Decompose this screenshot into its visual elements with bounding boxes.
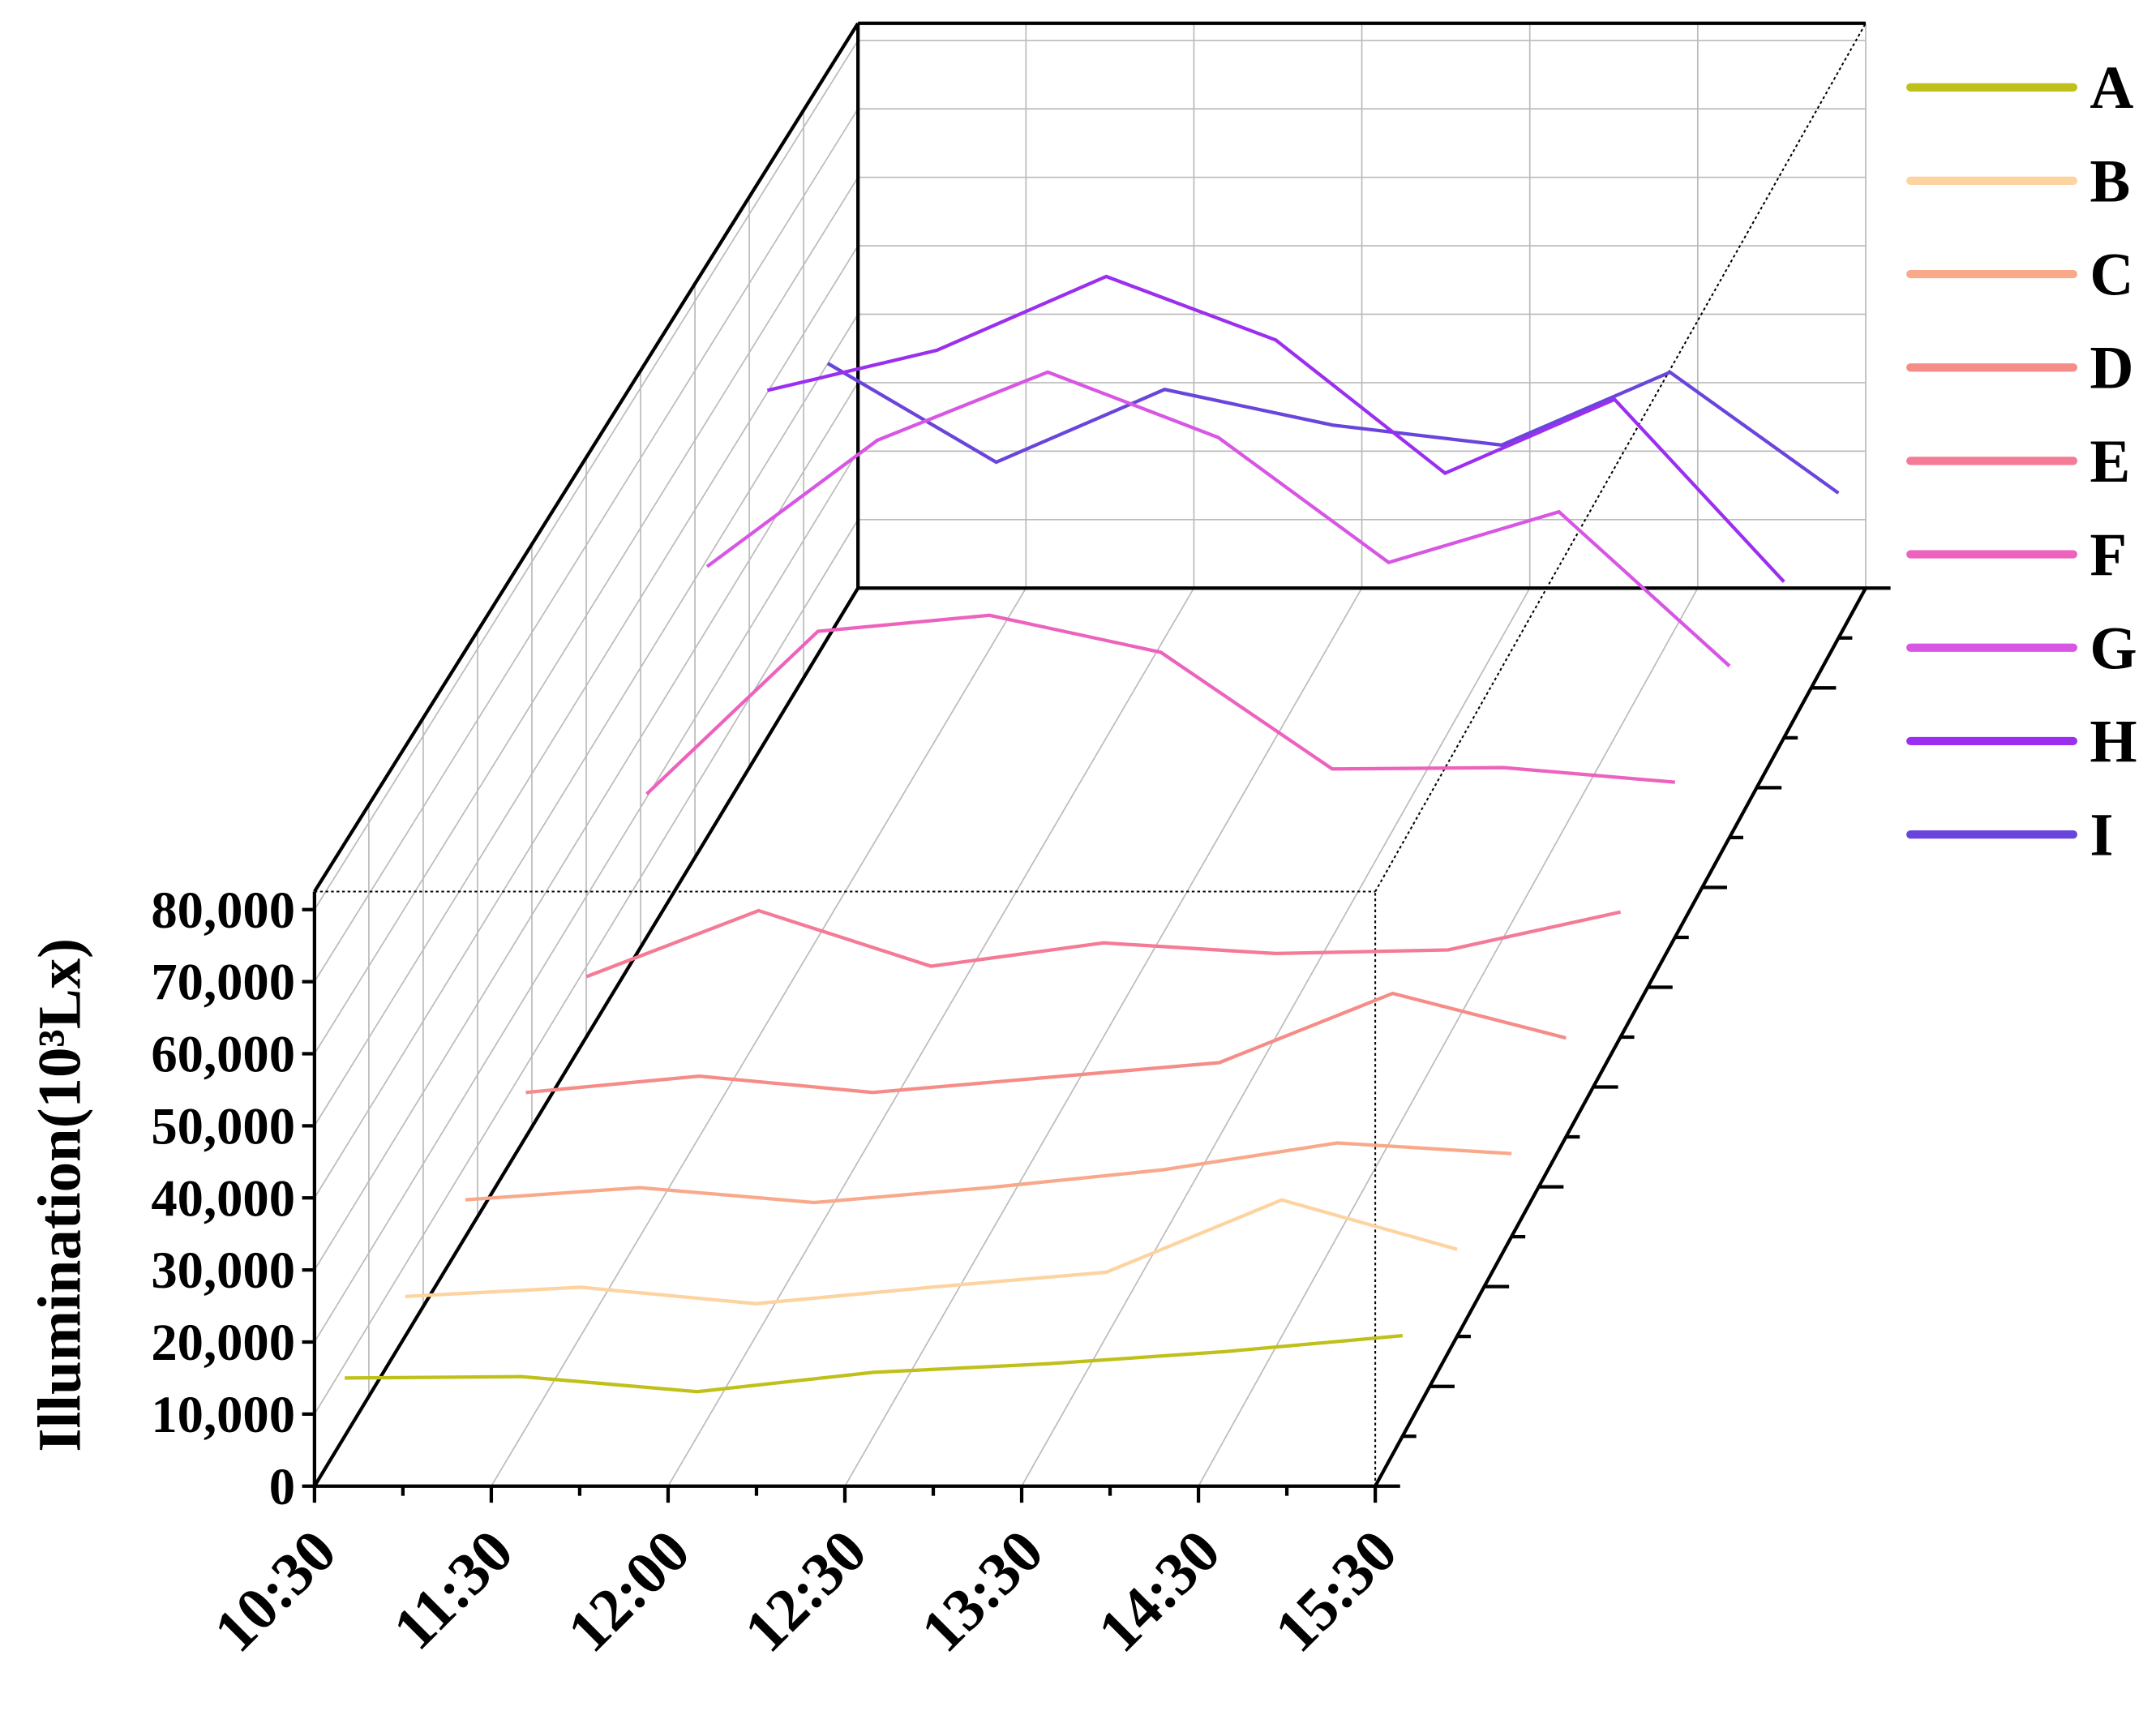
series-line: [705, 370, 1731, 667]
floor-grid-line: [667, 587, 1195, 1487]
legend-label: D: [2090, 335, 2133, 402]
legend-label: H: [2090, 708, 2137, 775]
box-edge: [1374, 23, 1867, 893]
floor-grid-line: [1198, 587, 1699, 1487]
x-tick-label: 15:30: [1262, 1517, 1410, 1665]
legend-label: I: [2090, 802, 2113, 869]
series-line: [645, 613, 1675, 795]
y-tick-label: 40,000: [151, 1168, 295, 1227]
series-line: [766, 274, 1785, 583]
y-tick-label: 0: [269, 1457, 295, 1516]
x-tick-label: 10:30: [201, 1517, 349, 1665]
axis-line: [313, 587, 859, 1487]
legend-label: E: [2090, 428, 2130, 495]
legend-label: B: [2090, 148, 2130, 215]
y-tick-label: 30,000: [151, 1241, 295, 1299]
legend-label: G: [2090, 615, 2137, 682]
floor-grid-line: [491, 587, 1027, 1487]
series-line: [525, 991, 1567, 1095]
x-tick-label: 12:00: [555, 1517, 702, 1665]
series-line: [826, 362, 1840, 495]
legend-label: A: [2090, 54, 2133, 122]
legend-label: F: [2090, 521, 2127, 589]
y-tick-label: 70,000: [151, 953, 295, 1011]
x-tick-label: 14:30: [1086, 1517, 1233, 1665]
series-line: [465, 1141, 1512, 1205]
series-line: [345, 1334, 1403, 1394]
x-tick-label: 12:30: [731, 1517, 879, 1665]
floor-grid-line: [844, 587, 1363, 1487]
x-tick-label: 11:30: [380, 1517, 525, 1662]
y-tick-label: 10,000: [151, 1385, 295, 1443]
y-axis-title: Illumination(10³Lx): [27, 938, 94, 1452]
series-line: [405, 1198, 1458, 1306]
axis-line: [313, 22, 859, 893]
legend-label: C: [2090, 242, 2133, 309]
series-line: [585, 908, 1622, 979]
y-tick-label: 60,000: [151, 1025, 295, 1083]
floor-grid-line: [1021, 587, 1531, 1487]
y-tick-label: 20,000: [151, 1313, 295, 1371]
y-tick-label: 80,000: [151, 881, 295, 939]
x-tick-label: 13:30: [909, 1517, 1057, 1665]
y-tick-label: 50,000: [151, 1096, 295, 1155]
